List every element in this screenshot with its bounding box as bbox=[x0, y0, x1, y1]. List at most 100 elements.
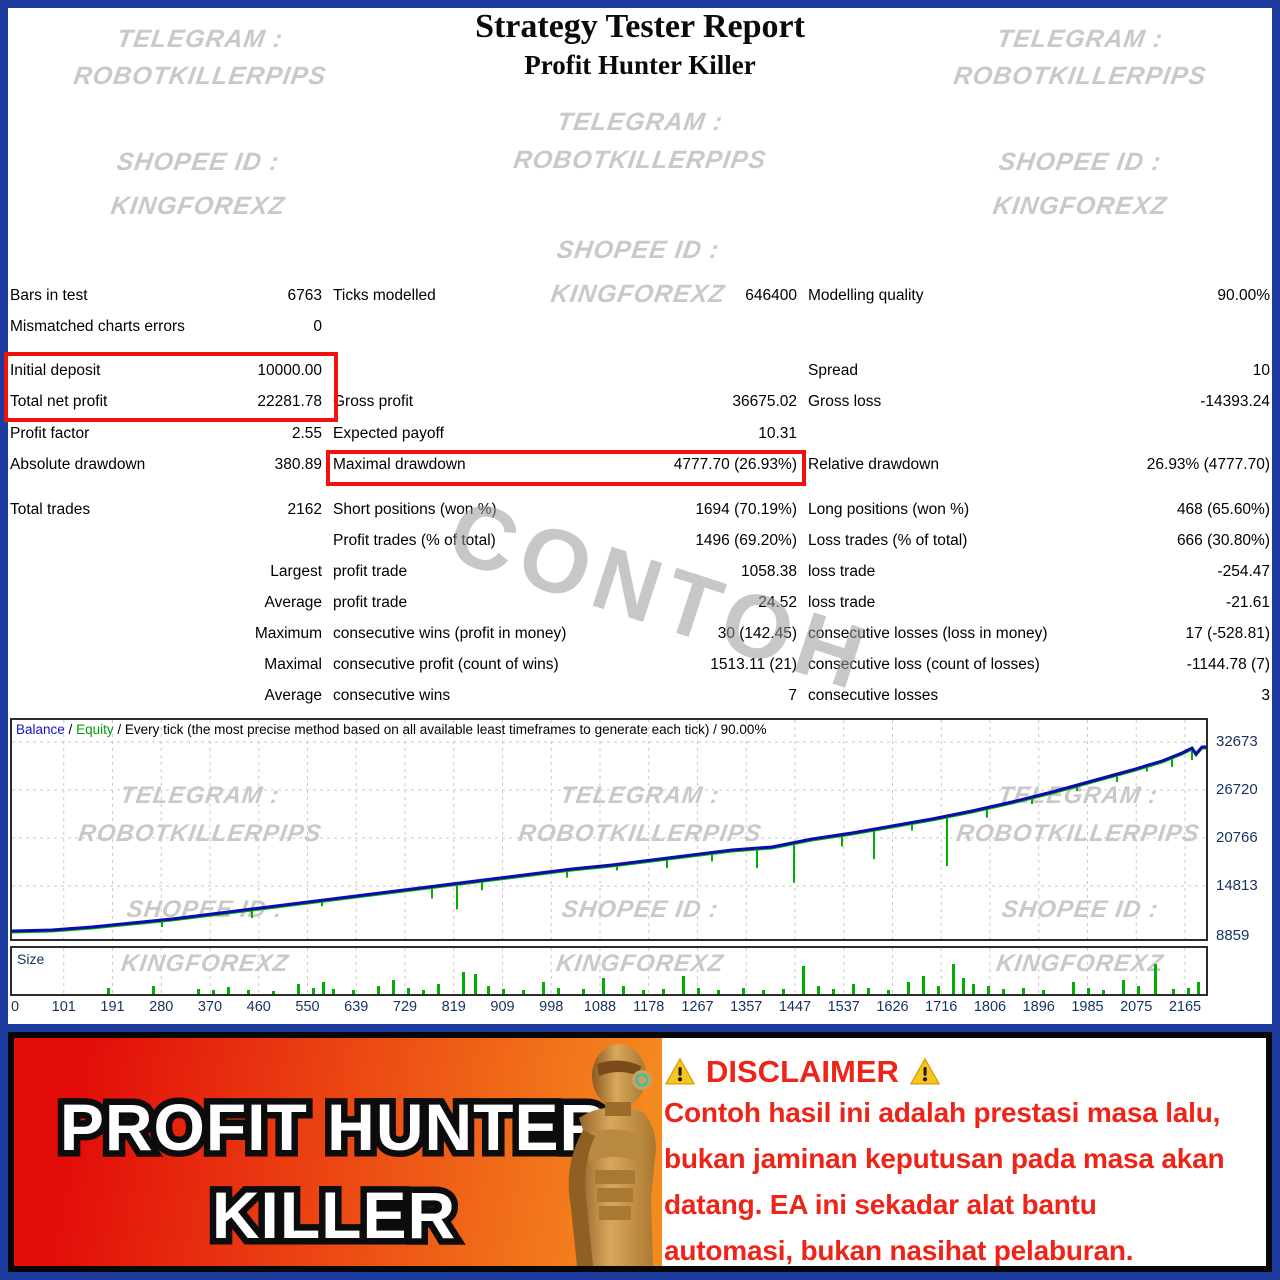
trade-size-bar bbox=[582, 989, 585, 994]
trade-size-bar bbox=[437, 984, 440, 994]
stat-value: Average bbox=[264, 594, 322, 611]
x-axis-tick: 460 bbox=[246, 999, 271, 1015]
x-axis-tick: 550 bbox=[295, 999, 320, 1015]
watermark-telegram-label: TELEGRAM : bbox=[555, 108, 725, 136]
stat-label: profit trade bbox=[333, 563, 408, 580]
stat-label: Modelling quality bbox=[808, 287, 924, 304]
x-axis-tick: 1896 bbox=[1022, 999, 1055, 1015]
stat-label: Initial deposit bbox=[10, 362, 101, 379]
trade-size-bar bbox=[1087, 988, 1090, 994]
watermark-telegram-value: ROBOTKILLERPIPS bbox=[511, 146, 769, 174]
trade-size-bar bbox=[322, 982, 325, 994]
robot-arm bbox=[568, 1130, 595, 1266]
stat-value: -14393.24 bbox=[1200, 393, 1270, 410]
x-axis-tick: 191 bbox=[100, 999, 125, 1015]
promo-banner: PROFIT HUNTER KILLER bbox=[8, 1032, 1272, 1272]
stat-label: Ticks modelled bbox=[333, 287, 436, 304]
stat-label: Profit trades (% of total) bbox=[333, 532, 496, 549]
stat-value: 646400 bbox=[745, 287, 797, 304]
legend-quality: 90.00% bbox=[720, 722, 767, 737]
trade-size-bar bbox=[742, 988, 745, 994]
watermark-shopee-label: SHOPEE ID : bbox=[554, 236, 722, 264]
stat-value: 1513.11 (21) bbox=[710, 656, 797, 673]
y-axis-tick: 20766 bbox=[1216, 829, 1258, 846]
chart-legend: Balance / Equity / Every tick (the most … bbox=[16, 722, 766, 737]
equity-line bbox=[12, 747, 1206, 934]
stat-label: Loss trades (% of total) bbox=[808, 532, 968, 549]
stat-label: Maximal drawdown bbox=[333, 456, 466, 473]
stat-label: Absolute drawdown bbox=[10, 456, 146, 473]
trade-size-bar bbox=[1102, 990, 1105, 994]
stat-value: 10.31 bbox=[758, 425, 797, 442]
x-axis-tick: 1357 bbox=[730, 999, 763, 1015]
x-axis-tick: 729 bbox=[392, 999, 418, 1015]
trade-size-bar bbox=[212, 990, 215, 994]
trade-size-bar bbox=[817, 986, 820, 994]
trade-size-bar bbox=[717, 990, 720, 994]
stat-value: 666 (30.80%) bbox=[1176, 532, 1270, 549]
robot-ear bbox=[632, 1070, 652, 1090]
trade-size-bar bbox=[502, 989, 505, 994]
stat-value: Maximal bbox=[264, 656, 322, 673]
stat-label: loss trade bbox=[808, 563, 876, 580]
trade-size-bar bbox=[474, 974, 477, 994]
x-axis-tick: 1447 bbox=[778, 999, 812, 1015]
stat-value: 10 bbox=[1252, 362, 1270, 379]
trade-size-bar bbox=[922, 976, 925, 994]
ea-name-subtitle: Profit Hunter Killer bbox=[524, 50, 756, 80]
x-axis-tick: 1985 bbox=[1071, 999, 1104, 1015]
y-axis-tick: 26720 bbox=[1216, 781, 1258, 798]
trade-size-bar bbox=[987, 986, 990, 994]
product-title-line2: KILLER bbox=[212, 1178, 456, 1252]
trade-size-bar bbox=[1002, 989, 1005, 994]
stat-label: Relative drawdown bbox=[808, 456, 939, 473]
trade-size-bar bbox=[972, 984, 975, 994]
trade-size-bar bbox=[952, 964, 955, 994]
y-axis-tick: 8859 bbox=[1216, 927, 1250, 944]
watermark-shopee-label: SHOPEE ID : bbox=[996, 148, 1164, 176]
trade-size-bar bbox=[782, 989, 785, 994]
stat-label: consecutive wins bbox=[333, 687, 451, 704]
y-axis-tick: 32673 bbox=[1216, 733, 1258, 750]
trade-size-bar bbox=[682, 976, 685, 994]
size-chart-label: Size bbox=[17, 951, 45, 967]
robot-chest bbox=[585, 1129, 643, 1162]
disclaimer-line: bukan jaminan keputusan pada masa akan bbox=[664, 1143, 1225, 1174]
stat-value: 4777.70 (26.93%) bbox=[673, 456, 797, 473]
stat-value: -21.61 bbox=[1226, 594, 1270, 611]
trade-size-bar bbox=[462, 972, 465, 994]
trade-size-bar bbox=[377, 986, 380, 994]
balance-equity-chart bbox=[12, 720, 1206, 939]
watermark-shopee-value: KINGFOREXZ bbox=[991, 192, 1169, 220]
stat-value: 7 bbox=[788, 687, 797, 704]
trade-size-bar bbox=[487, 986, 490, 994]
stat-label: Mismatched charts errors bbox=[10, 318, 185, 335]
stats-row: Average consecutive wins 7 consecutive loss… bbox=[10, 687, 1270, 709]
stat-label: Expected payoff bbox=[333, 425, 444, 442]
x-axis-tick: 639 bbox=[344, 999, 369, 1015]
x-axis-tick: 1626 bbox=[876, 999, 909, 1015]
stat-value: 24.52 bbox=[758, 594, 797, 611]
disclaimer-block: DISCLAIMER Contoh hasil ini adalah prest… bbox=[664, 1054, 1266, 1266]
trade-size-bar bbox=[642, 990, 645, 994]
x-axis-tick: 1178 bbox=[633, 999, 665, 1015]
trade-size-bar bbox=[697, 988, 700, 994]
trade-size-chart bbox=[63, 948, 1200, 994]
trade-size-bar bbox=[152, 986, 155, 994]
stat-label: consecutive losses bbox=[808, 687, 939, 704]
stat-label: Total net profit bbox=[10, 393, 108, 410]
legend-equity: Equity bbox=[76, 722, 114, 737]
x-axis-tick: 1267 bbox=[681, 999, 714, 1015]
stat-label: Spread bbox=[808, 362, 858, 379]
x-axis-tick: 2165 bbox=[1168, 999, 1202, 1015]
trade-size-bar bbox=[1137, 986, 1140, 994]
robot-head bbox=[592, 1044, 646, 1108]
stat-label: consecutive loss (count of losses) bbox=[808, 656, 1040, 673]
trade-size-bar bbox=[1172, 989, 1175, 994]
stat-label: Long positions (won %) bbox=[808, 501, 970, 518]
stats-row: Average profit trade 24.52 loss trade -21.61 bbox=[10, 594, 1270, 616]
trade-size-bar bbox=[937, 986, 940, 994]
trade-size-bar bbox=[1072, 982, 1075, 994]
trade-size-bar bbox=[622, 986, 625, 994]
warning-icon bbox=[909, 1057, 941, 1085]
